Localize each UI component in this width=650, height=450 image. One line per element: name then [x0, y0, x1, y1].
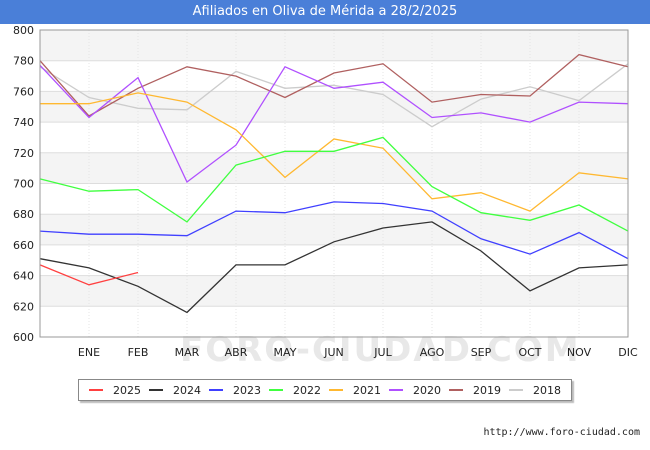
x-tick-label: JUL	[373, 346, 392, 359]
legend-item-2024: 2024	[149, 384, 201, 397]
legend-swatch	[329, 389, 343, 391]
x-tick-label: ENE	[78, 346, 100, 359]
title-bar	[0, 0, 650, 24]
x-tick-label: ABR	[225, 346, 248, 359]
y-tick-label: 640	[13, 270, 34, 283]
plot-frame	[39, 29, 629, 338]
series-line-2024	[39, 221, 629, 314]
legend-swatch	[209, 389, 223, 391]
x-tick-label: MAY	[274, 346, 297, 359]
x-tick-label: AGO	[420, 346, 445, 359]
plot-band	[40, 275, 628, 307]
legend-swatch	[149, 389, 163, 391]
legend: 2025 2024 2023 2022 2021 2020 2019 2018	[78, 379, 572, 401]
series-line-2022	[39, 136, 629, 232]
series-line-2020	[39, 64, 629, 184]
legend-swatch	[509, 389, 523, 391]
y-tick-label: 720	[13, 147, 34, 160]
series-line-2021	[40, 92, 629, 212]
x-tick-label: OCT	[518, 346, 541, 359]
x-tick-label: JUN	[323, 346, 344, 359]
legend-item-2023: 2023	[209, 384, 261, 397]
axes	[39, 29, 629, 338]
legend-label: 2020	[413, 383, 441, 397]
y-tick-label: 620	[13, 300, 34, 313]
legend-item-2022: 2022	[269, 384, 321, 397]
series-line-2023	[39, 201, 629, 260]
legend-label: 2019	[473, 383, 501, 397]
y-tick-label: 740	[13, 116, 34, 129]
y-tick-label: 680	[13, 208, 34, 221]
x-tick-label: NOV	[567, 346, 592, 359]
legend-swatch	[449, 389, 463, 391]
y-tick-label: 760	[13, 85, 34, 98]
legend-swatch	[89, 389, 103, 391]
legend-item-2018: 2018	[509, 384, 561, 397]
legend-item-2019: 2019	[449, 384, 501, 397]
legend-label: 2025	[113, 383, 141, 397]
legend-item-2021: 2021	[329, 384, 381, 397]
x-tick-label: DIC	[618, 346, 638, 359]
x-tick-label: SEP	[471, 346, 492, 359]
y-tick-label: 600	[13, 331, 34, 344]
y-tick-label: 660	[13, 239, 34, 252]
y-tick-label: 800	[13, 24, 34, 37]
legend-swatch	[269, 389, 283, 391]
legend-item-2020: 2020	[389, 384, 441, 397]
series-line-2019	[39, 53, 629, 117]
series-lines	[39, 53, 629, 314]
y-tick-labels: 600 620 640 660 680 700 720 740 760 780 800	[13, 24, 34, 344]
chart-title: Afiliados en Oliva de Mérida a 28/2/2025	[192, 4, 458, 19]
legend-label: 2018	[533, 383, 561, 397]
legend-swatch	[389, 389, 403, 391]
legend-item-2025: 2025	[89, 384, 141, 397]
legend-label: 2022	[293, 383, 321, 397]
x-tick-labels: ENE FEB MAR ABR MAY JUN JUL AGO SEP OCT NOV DIC	[78, 346, 638, 359]
legend-label: 2024	[173, 383, 201, 397]
y-tick-label: 700	[13, 178, 34, 191]
footer-url[interactable]: http://www.foro-ciudad.com	[483, 427, 640, 438]
legend-label: 2021	[353, 383, 381, 397]
y-tick-label: 780	[13, 55, 34, 68]
series-line-2025	[39, 264, 139, 286]
x-tick-label: FEB	[128, 346, 149, 359]
legend-label: 2023	[233, 383, 261, 397]
series-line-2018	[39, 63, 629, 128]
x-tick-label: MAR	[175, 346, 200, 359]
